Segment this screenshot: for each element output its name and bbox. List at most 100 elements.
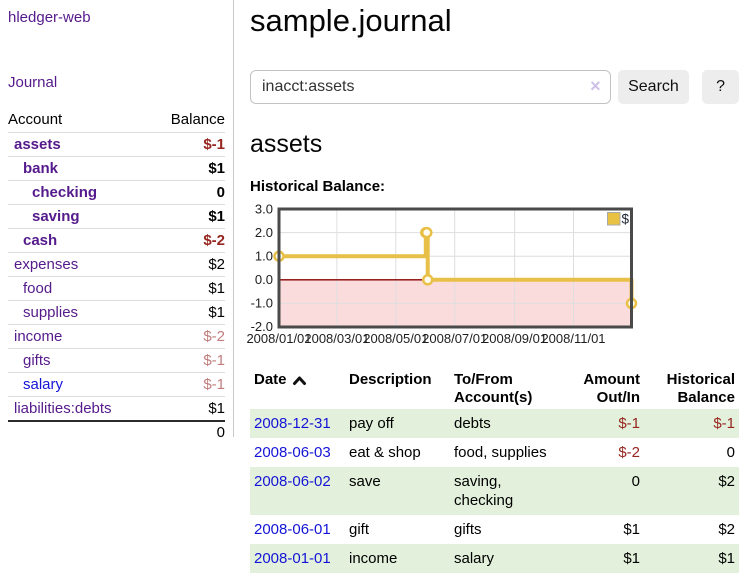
- help-button[interactable]: ?: [702, 70, 739, 104]
- chart-positive-region: [279, 209, 632, 280]
- transaction-accounts: food, supplies: [454, 444, 547, 461]
- historical-balance-chart: 3.0 2.0 1.0 0.0 -1.0 -2.0 $ 2008/01/01 2…: [244, 202, 739, 355]
- transaction-description: income: [349, 550, 398, 567]
- transactions-table: Date Description To/From Account(s) Amou…: [250, 369, 739, 573]
- transaction-accounts: saving, checking: [454, 473, 514, 509]
- clear-search-icon[interactable]: ×: [590, 76, 601, 96]
- page-title: sample.journal: [250, 3, 452, 38]
- account-balance: $-1: [203, 135, 225, 153]
- transactions-header-row: Date Description To/From Account(s) Amou…: [250, 369, 739, 409]
- transaction-row: 2008-12-31 pay off debts $-1 $-1: [250, 409, 739, 438]
- account-row-assets: assets $-1: [8, 132, 225, 156]
- balance-column-header: Historical Balance: [666, 371, 735, 406]
- transaction-balance: $2: [718, 521, 735, 538]
- svg-text:2008/01/01: 2008/01/01: [246, 331, 311, 346]
- accounts-total-row: 0: [8, 420, 225, 444]
- transaction-description: gift: [349, 521, 370, 538]
- transaction-date-link[interactable]: 2008-12-31: [254, 415, 331, 432]
- main-content: sample.journal × Search ? assets Histori…: [246, 0, 739, 573]
- transaction-description: eat & shop: [349, 444, 421, 461]
- transaction-description: pay off: [349, 415, 394, 432]
- transaction-accounts: salary: [454, 550, 495, 567]
- svg-text:2.0: 2.0: [255, 225, 273, 240]
- account-row-cash: cash $-2: [8, 228, 225, 252]
- transaction-date-link[interactable]: 2008-06-03: [254, 444, 331, 461]
- transaction-date-link[interactable]: 2008-06-01: [254, 521, 331, 538]
- account-row-gifts: gifts $-1: [8, 348, 225, 372]
- account-link-cash[interactable]: cash: [23, 231, 58, 249]
- date-column-header[interactable]: Date: [250, 369, 345, 409]
- account-link-saving[interactable]: saving: [32, 207, 80, 225]
- account-link-bank[interactable]: bank: [23, 159, 59, 177]
- account-heading: assets: [250, 130, 323, 158]
- sidebar-item-journal[interactable]: Journal: [8, 74, 58, 91]
- transaction-row: 2008-01-01 income salary $1 $1: [250, 544, 739, 573]
- account-row-salary: salary $-1: [8, 372, 225, 396]
- account-link-income[interactable]: income: [14, 327, 63, 345]
- account-link-checking[interactable]: checking: [32, 183, 98, 201]
- account-column-header: Account: [8, 111, 63, 128]
- accounts-column-header: To/From Account(s): [454, 371, 533, 406]
- balance-column-header: Balance: [170, 111, 225, 128]
- sort-ascending-icon: [292, 376, 306, 385]
- svg-text:3.0: 3.0: [255, 204, 273, 217]
- chart-x-axis: 2008/01/01 2008/03/01 2008/05/01 2008/07…: [246, 331, 605, 346]
- transaction-row: 2008-06-03 eat & shop food, supplies $-2…: [250, 438, 739, 467]
- account-link-liabilities-debts[interactable]: liabilities:debts: [14, 399, 112, 417]
- transaction-row: 2008-06-01 gift gifts $1 $2: [250, 515, 739, 544]
- legend-swatch-icon: [607, 212, 621, 226]
- transaction-balance: 0: [726, 444, 735, 461]
- account-row-bank: bank $1: [8, 156, 225, 180]
- transaction-date-link[interactable]: 2008-06-02: [254, 473, 331, 490]
- transaction-amount: $1: [623, 521, 640, 538]
- account-row-checking: checking 0: [8, 180, 225, 204]
- account-link-expenses[interactable]: expenses: [14, 255, 79, 273]
- account-balance: $1: [208, 279, 225, 297]
- transaction-balance: $-1: [713, 415, 735, 432]
- accounts-table-header: Account Balance: [8, 108, 225, 132]
- account-link-supplies[interactable]: supplies: [23, 303, 79, 321]
- account-row-food: food $1: [8, 276, 225, 300]
- sidebar: hledger-web Journal Account Balance asse…: [0, 0, 234, 441]
- account-balance: $-2: [203, 327, 225, 345]
- svg-text:2008/03/01: 2008/03/01: [304, 331, 369, 346]
- transaction-row: 2008-06-02 save saving, checking 0 $2: [250, 467, 739, 515]
- account-row-supplies: supplies $1: [8, 300, 225, 324]
- account-balance: $1: [208, 399, 225, 417]
- transaction-balance: $2: [718, 473, 735, 490]
- search-input[interactable]: [250, 70, 611, 104]
- svg-text:2008/09/01: 2008/09/01: [482, 331, 547, 346]
- chart-border: [277, 207, 633, 329]
- accounts-total-value: 0: [216, 424, 225, 441]
- svg-text:1.0: 1.0: [255, 249, 273, 264]
- chart-section-label: Historical Balance:: [250, 178, 386, 195]
- transaction-date-link[interactable]: 2008-01-01: [254, 550, 331, 567]
- app-title: hledger-web: [8, 9, 225, 27]
- account-row-expenses: expenses $2: [8, 252, 225, 276]
- svg-text:2008/05/01: 2008/05/01: [363, 331, 428, 346]
- account-link-assets[interactable]: assets: [14, 135, 61, 153]
- svg-text:2008/07/01: 2008/07/01: [422, 331, 487, 346]
- account-balance: 0: [216, 183, 225, 201]
- account-row-saving: saving $1: [8, 204, 225, 228]
- account-row-income: income $-2: [8, 324, 225, 348]
- search-form: × Search ?: [250, 70, 739, 104]
- account-row-liabilities-debts: liabilities:debts $1: [8, 396, 225, 420]
- search-button[interactable]: Search: [617, 70, 690, 104]
- app-title-link[interactable]: hledger-web: [8, 9, 91, 26]
- transaction-accounts: debts: [454, 415, 491, 432]
- account-balance: $-1: [203, 375, 225, 393]
- transaction-amount: 0: [631, 473, 640, 490]
- svg-text:2008/11/01: 2008/11/01: [541, 331, 605, 346]
- account-balance: $-2: [203, 231, 225, 249]
- account-balance: $-1: [203, 351, 225, 369]
- svg-text:-1.0: -1.0: [251, 296, 273, 311]
- account-balance: $2: [208, 255, 225, 273]
- account-link-food[interactable]: food: [23, 279, 53, 297]
- transaction-amount: $-2: [618, 444, 640, 461]
- amount-column-header: Amount Out/In: [583, 371, 640, 406]
- description-column-header: Description: [349, 371, 432, 388]
- account-link-salary[interactable]: salary: [23, 375, 64, 393]
- account-link-gifts[interactable]: gifts: [23, 351, 51, 369]
- transaction-amount: $1: [623, 550, 640, 567]
